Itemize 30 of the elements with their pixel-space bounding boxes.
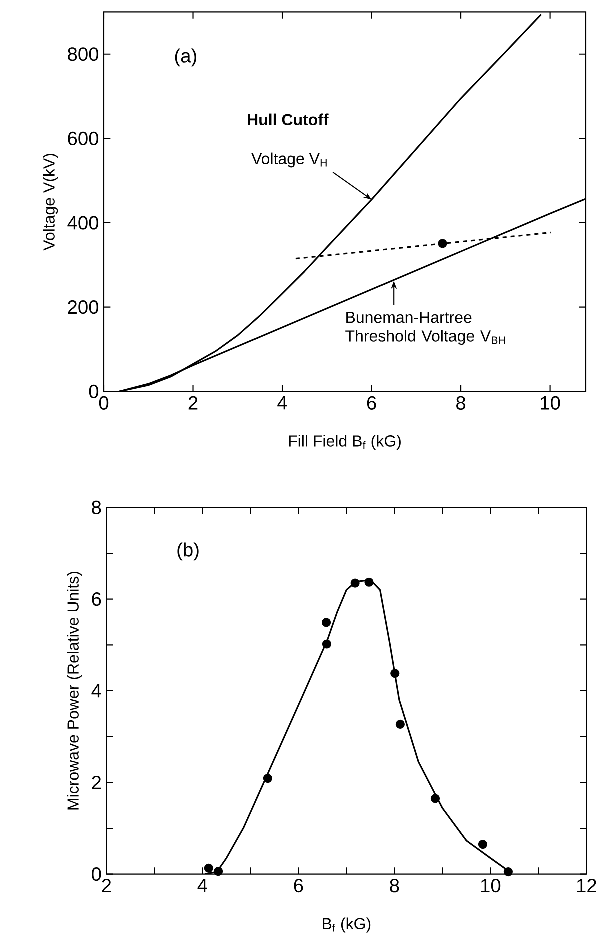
x-axis-title: B$_{f}$ (kG) [323,918,371,933]
x-tick-label: 2 [102,879,112,892]
x-tick-label: 10 [541,396,560,410]
y-tick-label: 2 [92,776,101,790]
annotation: Voltage V$_{H}$ [252,152,327,168]
y-tick-label: 200 [68,300,99,314]
y-tick-label: 0 [92,868,102,882]
y-tick-label: 6 [92,592,102,606]
y-tick-label: 600 [68,132,99,146]
y-tick-label: 800 [68,48,99,62]
annotation: Buneman-Hartree Threshold Voltage V$_{BH}$ [346,312,506,346]
x-tick-label: 10 [481,879,501,893]
y-axis-title: Voltage V(kV) [43,154,58,251]
y-tick-label: 4 [92,684,102,698]
x-tick-label: 6 [294,879,304,893]
x-tick-label: 6 [367,396,376,410]
x-tick-label: 8 [390,879,400,893]
y-tick-label: 0 [89,384,99,398]
x-tick-label: 2 [188,396,198,410]
x-tick-label: 12 [577,879,596,892]
y-tick-label: 400 [68,216,99,230]
annotation: (b) [178,542,199,561]
y-tick-label: 8 [92,500,102,514]
annotation: (a) [175,48,196,67]
y-axis-title: Microwave Power (Relative Units) [67,572,82,810]
x-tick-label: 8 [456,396,466,410]
annotation: Hull Cutoff [248,114,329,126]
x-tick-label: 4 [278,396,288,410]
x-axis-title: Fill Field B$_{f}$ (kG) [289,435,401,450]
x-tick-label: 4 [198,879,208,892]
